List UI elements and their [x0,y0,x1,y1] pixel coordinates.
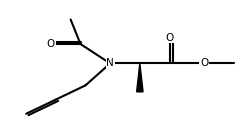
Text: O: O [200,58,208,68]
Text: O: O [47,39,55,49]
Text: O: O [166,33,173,43]
Text: N: N [106,58,114,68]
Polygon shape [136,63,143,92]
